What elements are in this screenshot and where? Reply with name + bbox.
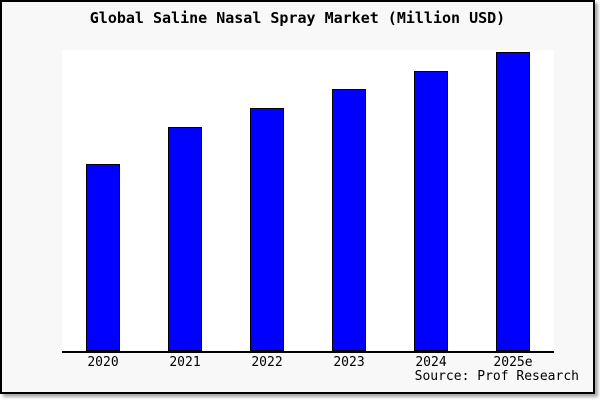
plot-area	[62, 50, 554, 353]
source-note: Source: Prof Research	[414, 369, 579, 384]
x-tick-label-2024: 2024	[415, 355, 447, 370]
bar-2020	[86, 164, 120, 351]
x-tick-label-2020: 2020	[87, 355, 119, 370]
chart-frame: Global Saline Nasal Spray Market (Millio…	[0, 0, 595, 394]
bar-2023	[332, 89, 366, 351]
x-tick-label-2023: 2023	[333, 355, 365, 370]
x-tick-label-2025e: 2025e	[493, 355, 533, 370]
x-tick-label-2021: 2021	[169, 355, 201, 370]
bar-2022	[250, 108, 284, 351]
bar-2024	[414, 71, 448, 351]
x-tick-label-2022: 2022	[251, 355, 283, 370]
bar-2025e	[496, 52, 530, 351]
bar-2021	[168, 127, 202, 351]
chart-title: Global Saline Nasal Spray Market (Millio…	[89, 9, 506, 27]
